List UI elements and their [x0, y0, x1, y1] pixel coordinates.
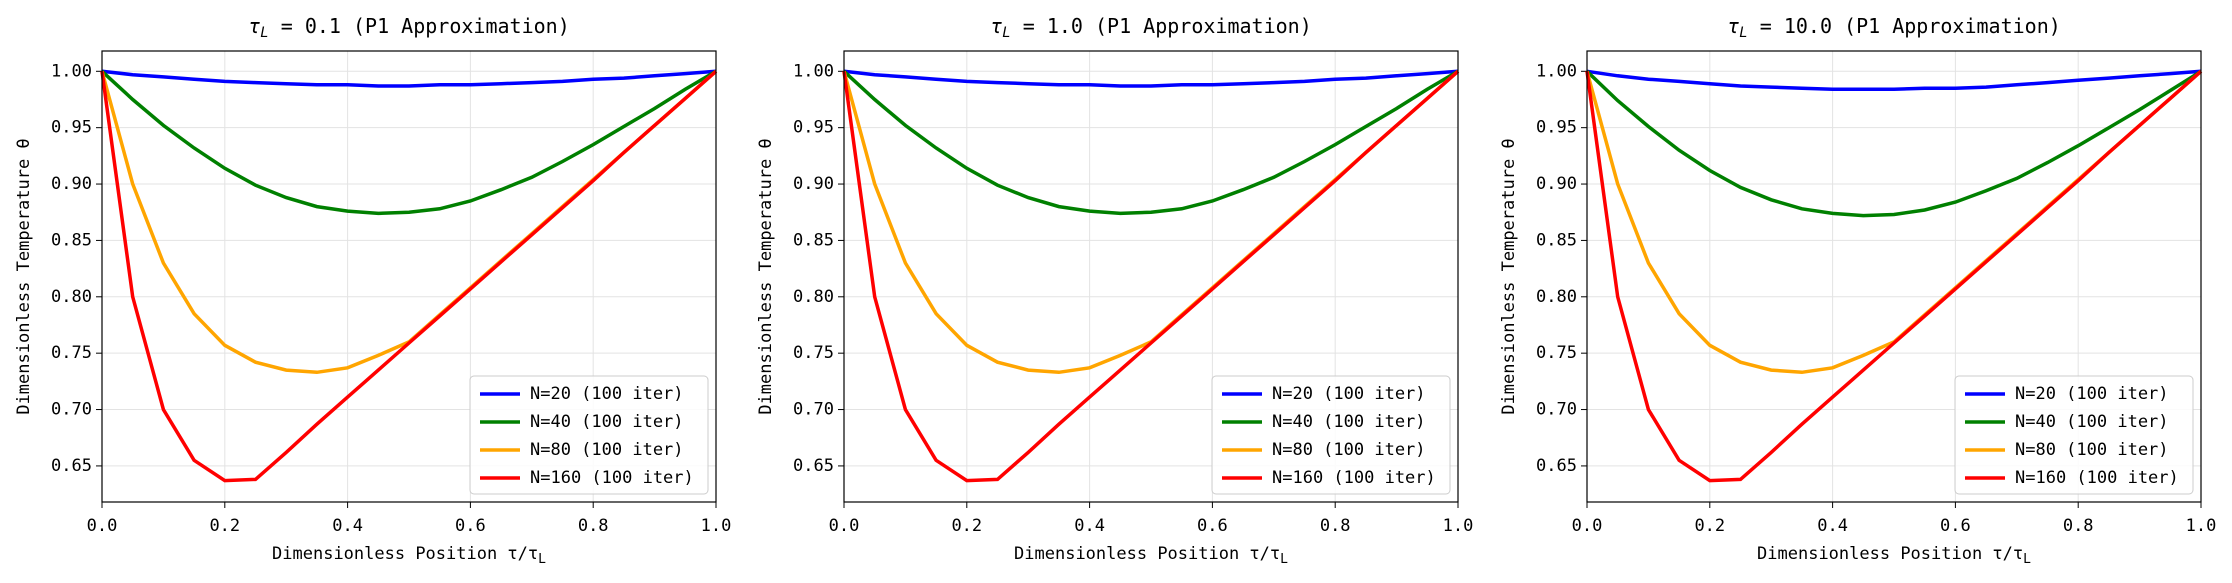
x-tick-label: 0.8: [2063, 516, 2094, 536]
x-label-text: Dimensionless Position τ/τ: [1014, 544, 1280, 564]
axes-frame: [843, 50, 1459, 503]
legend-label: N=40 (100 iter): [530, 412, 684, 432]
chart-title: τL = 0.1 (P1 Approximation): [248, 14, 570, 42]
legend-box: [469, 375, 709, 495]
title-symbol: τ: [990, 14, 1002, 38]
x-tick-label: 0.4: [1074, 516, 1105, 536]
chart-title: τL = 10.0 (P1 Approximation): [1727, 14, 2061, 42]
x-label-text: Dimensionless Position τ/τ: [272, 544, 538, 564]
y-tick-label: 0.70: [51, 400, 92, 420]
chart-title: τL = 1.0 (P1 Approximation): [990, 14, 1312, 42]
x-tick-label: 0.6: [455, 516, 486, 536]
title-text: = 0.1 (P1 Approximation): [269, 14, 570, 38]
y-tick-label: 1.00: [793, 61, 834, 81]
x-label-subscript: L: [2023, 552, 2031, 567]
legend-box: [1211, 375, 1451, 495]
y-tick-label: 0.65: [793, 456, 834, 476]
x-tick-label: 1.0: [1443, 516, 1474, 536]
y-tick-label: 0.85: [51, 230, 92, 250]
y-tick-label: 0.75: [793, 343, 834, 363]
x-tick-label: 1.0: [701, 516, 732, 536]
line: [843, 69, 1459, 88]
title-text: = 1.0 (P1 Approximation): [1011, 14, 1312, 38]
y-tick-label: 0.85: [793, 230, 834, 250]
legend-label: N=40 (100 iter): [2015, 412, 2169, 432]
y-tick-label: 0.80: [1536, 287, 1577, 307]
legend-label: N=160 (100 iter): [1272, 468, 1436, 488]
x-label-subscript: L: [1280, 552, 1288, 567]
title-symbol: τ: [248, 14, 260, 38]
y-tick-label: 0.80: [793, 287, 834, 307]
legend-label: N=80 (100 iter): [2015, 440, 2169, 460]
x-axis-label: Dimensionless Position τ/τL: [1757, 544, 2031, 567]
x-axis-label: Dimensionless Position τ/τL: [1014, 544, 1288, 567]
x-tick-label: 0.0: [829, 516, 860, 536]
y-tick-label: 0.90: [51, 174, 92, 194]
x-tick-label: 0.4: [1817, 516, 1848, 536]
x-tick-label: 0.6: [1940, 516, 1971, 536]
y-tick-label: 0.95: [1536, 118, 1577, 138]
x-tick-label: 1.0: [2186, 516, 2217, 536]
legend-label: N=40 (100 iter): [1272, 412, 1426, 432]
legend-label: N=160 (100 iter): [2015, 468, 2179, 488]
line: [1585, 69, 2202, 218]
legend-box: [1954, 375, 2194, 495]
line: [100, 69, 718, 483]
y-tick-label: 0.75: [1536, 343, 1577, 363]
x-tick-label: 0.8: [578, 516, 609, 536]
y-tick-label: 0.80: [51, 287, 92, 307]
line: [100, 69, 717, 216]
x-tick-label: 0.2: [1694, 516, 1725, 536]
x-tick-label: 0.6: [1197, 516, 1228, 536]
axes-frame: [1586, 50, 2202, 503]
title-subscript: L: [1002, 25, 1010, 41]
y-tick-label: 0.90: [793, 174, 834, 194]
x-tick-label: 0.2: [951, 516, 982, 536]
title-text: = 10.0 (P1 Approximation): [1748, 14, 2061, 38]
y-tick-label: 0.90: [1536, 174, 1577, 194]
x-axis-label: Dimensionless Position τ/τL: [272, 544, 546, 567]
x-tick-label: 0.0: [87, 516, 118, 536]
y-axis-label: Dimensionless Temperature θ: [756, 138, 776, 414]
y-tick-label: 0.70: [1536, 400, 1577, 420]
title-subscript: L: [1739, 25, 1747, 41]
x-label-text: Dimensionless Position τ/τ: [1757, 544, 2023, 564]
line: [1585, 69, 2203, 375]
title-symbol: τ: [1727, 14, 1739, 38]
x-tick-label: 0.4: [332, 516, 363, 536]
line: [1585, 69, 2203, 483]
y-tick-label: 1.00: [1536, 61, 1577, 81]
line: [842, 69, 1459, 216]
x-tick-label: 0.8: [1320, 516, 1351, 536]
legend-label: N=20 (100 iter): [1272, 384, 1426, 404]
axes-frame: [101, 50, 717, 503]
y-axis-label: Dimensionless Temperature θ: [1499, 138, 1519, 414]
line: [842, 69, 1460, 483]
y-tick-label: 0.85: [1536, 230, 1577, 250]
y-tick-label: 0.65: [51, 456, 92, 476]
x-label-subscript: L: [538, 552, 546, 567]
legend-label: N=160 (100 iter): [530, 468, 694, 488]
y-tick-label: 0.70: [793, 400, 834, 420]
legend-label: N=80 (100 iter): [530, 440, 684, 460]
y-tick-label: 0.95: [51, 118, 92, 138]
line: [842, 69, 1460, 375]
x-tick-label: 0.0: [1572, 516, 1603, 536]
title-subscript: L: [260, 25, 268, 41]
y-tick-label: 0.75: [51, 343, 92, 363]
y-tick-label: 0.95: [793, 118, 834, 138]
line: [100, 69, 718, 375]
y-axis-label: Dimensionless Temperature θ: [14, 138, 34, 414]
y-tick-label: 1.00: [51, 61, 92, 81]
legend-label: N=20 (100 iter): [530, 384, 684, 404]
legend-label: N=20 (100 iter): [2015, 384, 2169, 404]
line: [101, 69, 717, 88]
y-tick-label: 0.65: [1536, 456, 1577, 476]
legend-label: N=80 (100 iter): [1272, 440, 1426, 460]
x-tick-label: 0.2: [209, 516, 240, 536]
line: [1586, 69, 2202, 92]
